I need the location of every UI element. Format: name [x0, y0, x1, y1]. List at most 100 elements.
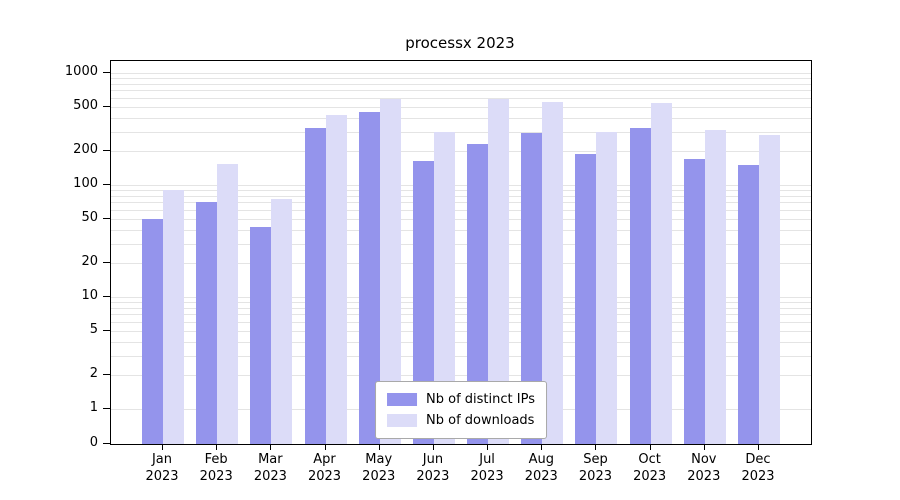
- bar-distinct-ips-jun: [412, 160, 434, 444]
- gridline: [111, 190, 811, 192]
- y-tick-label: 0: [89, 435, 98, 450]
- gridline: [111, 83, 811, 85]
- x-tick: [595, 444, 597, 450]
- x-tick-month: Mar: [258, 452, 283, 467]
- x-tick-label: Jan 2023: [130, 451, 194, 485]
- legend-label-downloads: Nb of downloads: [426, 413, 535, 428]
- bar-downloads-oct: [650, 102, 672, 444]
- gridline: [111, 117, 811, 119]
- gridline: [111, 131, 811, 133]
- plot-area: Nb of distinct IPs Nb of downloads: [110, 60, 812, 445]
- y-tick: [103, 184, 110, 185]
- x-tick-label: Feb 2023: [184, 451, 248, 485]
- gridline: [111, 355, 811, 357]
- bar-downloads-apr: [325, 115, 347, 444]
- y-tick: [103, 408, 110, 409]
- bar-downloads-mar: [271, 198, 293, 444]
- gridline: [111, 321, 811, 323]
- gridline: [111, 195, 811, 197]
- x-tick: [162, 444, 163, 450]
- y-tick: [103, 72, 110, 73]
- gridline: [111, 307, 811, 309]
- y-tick-label: 50: [81, 209, 98, 225]
- y-tick-label: 500: [73, 97, 98, 113]
- bar-distinct-ips-mar: [250, 227, 272, 444]
- bar-distinct-ips-nov: [683, 159, 705, 444]
- y-tick: [103, 105, 110, 107]
- x-tick-month: Jan: [151, 452, 173, 467]
- gridline: [111, 202, 811, 204]
- gridline: [111, 218, 811, 220]
- gridline: [111, 73, 811, 74]
- x-tick: [432, 444, 434, 450]
- legend-swatch-downloads: [387, 414, 418, 427]
- y-tick-label: 10: [81, 288, 98, 303]
- x-tick-year: 2023: [416, 469, 450, 484]
- x-tick-year: 2023: [307, 469, 342, 484]
- x-tick-year: 2023: [470, 469, 504, 484]
- x-tick-label: Oct 2023: [618, 451, 682, 485]
- gridline: [111, 78, 811, 80]
- x-tick-label: May 2023: [347, 451, 411, 485]
- gridline: [111, 151, 811, 153]
- x-tick: [649, 444, 651, 450]
- bar-distinct-ips-may: [358, 111, 380, 444]
- x-tick-year: 2023: [578, 469, 612, 484]
- bar-downloads-jul: [488, 99, 510, 444]
- bar-distinct-ips-sep: [575, 153, 597, 444]
- gridline: [111, 106, 811, 108]
- x-tick-month: Jun: [422, 452, 444, 467]
- bar-distinct-ips-aug: [521, 133, 543, 444]
- x-tick-month: Jul: [479, 452, 495, 467]
- gridline: [111, 229, 811, 231]
- y-tick-label: 5: [89, 321, 98, 337]
- y-tick-label: 200: [73, 142, 98, 158]
- x-tick-month: Aug: [528, 452, 554, 467]
- y-tick: [103, 217, 110, 219]
- bar-downloads-jan: [163, 190, 184, 444]
- bar-downloads-aug: [542, 102, 564, 444]
- bar-downloads-may: [379, 99, 401, 444]
- x-tick: [270, 444, 272, 450]
- gridline: [111, 314, 811, 316]
- x-tick-year: 2023: [633, 469, 667, 484]
- gridline: [111, 97, 811, 99]
- x-tick-label: Dec 2023: [726, 451, 790, 485]
- x-tick-label: Sep 2023: [563, 451, 627, 485]
- gridline: [111, 375, 811, 377]
- gridline: [111, 297, 811, 298]
- bar-downloads-jun: [433, 131, 455, 444]
- gridline: [111, 243, 811, 245]
- x-tick: [541, 444, 543, 450]
- x-tick-month: May: [365, 452, 393, 467]
- y-tick: [103, 374, 110, 376]
- x-tick: [487, 444, 489, 450]
- x-tick-year: 2023: [145, 469, 179, 484]
- x-tick-month: Apr: [313, 452, 336, 467]
- x-tick-month: Sep: [583, 452, 608, 467]
- x-tick-year: 2023: [687, 469, 721, 484]
- y-tick-label: 20: [81, 254, 98, 270]
- gridline: [111, 341, 811, 343]
- y-tick: [103, 150, 110, 152]
- x-tick-year: 2023: [199, 469, 233, 484]
- x-tick: [703, 444, 705, 450]
- legend-item-distinct-ips: Nb of distinct IPs: [387, 389, 535, 410]
- x-tick-year: 2023: [741, 469, 775, 484]
- bar-downloads-sep: [596, 132, 618, 444]
- bar-distinct-ips-jul: [467, 144, 489, 444]
- bar-distinct-ips-apr: [304, 128, 326, 444]
- bar-distinct-ips-feb: [196, 202, 218, 444]
- x-tick-year: 2023: [362, 469, 396, 484]
- legend-item-downloads: Nb of downloads: [387, 410, 535, 431]
- x-tick-label: Aug 2023: [509, 451, 573, 485]
- y-tick: [103, 296, 110, 297]
- bar-distinct-ips-oct: [629, 128, 651, 444]
- y-tick-label: 100: [73, 176, 98, 191]
- gridline: [111, 302, 811, 304]
- bar-distinct-ips-jan: [142, 218, 163, 444]
- x-tick: [378, 444, 380, 450]
- y-tick-label: 1: [89, 400, 98, 415]
- x-tick-year: 2023: [524, 469, 558, 484]
